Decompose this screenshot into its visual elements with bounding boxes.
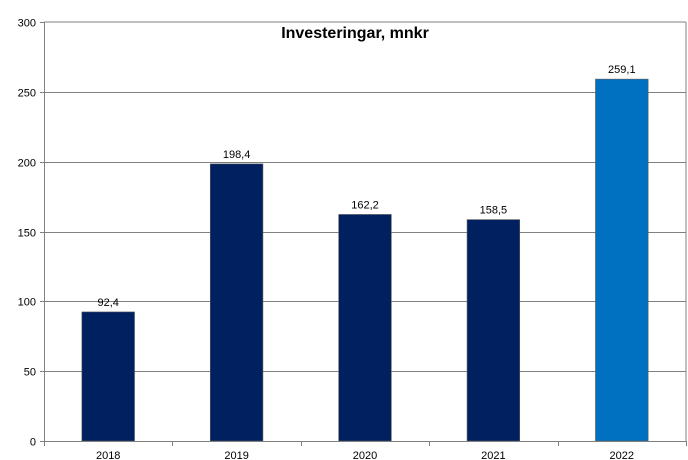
x-tick-label: 2019 <box>224 450 248 460</box>
x-tick-label: 2018 <box>96 450 120 460</box>
y-tick-label: 100 <box>18 297 36 309</box>
bar-2022 <box>595 78 649 442</box>
x-tick-label: 2020 <box>353 450 377 460</box>
bar-2021 <box>466 219 521 442</box>
y-tick-label: 250 <box>18 88 36 100</box>
bar-2020 <box>338 214 392 442</box>
bar-2019 <box>209 163 264 442</box>
data-label-2021: 158,5 <box>480 205 508 217</box>
data-label-2018: 92,4 <box>97 297 118 309</box>
y-tick-label: 50 <box>24 367 36 379</box>
bar-2018 <box>81 311 135 442</box>
y-tick-label: 300 <box>18 18 36 30</box>
bars <box>81 78 649 442</box>
data-label-2020: 162,2 <box>351 199 379 211</box>
x-tick-label: 2022 <box>610 450 634 460</box>
y-tick-label: 200 <box>18 158 36 170</box>
data-label-2022: 259,1 <box>608 64 636 76</box>
labels: 0 50 100 150 200 250 300 92,4 2018 198,4 2019 162,2… <box>18 18 636 460</box>
x-tick-label: 2021 <box>481 450 505 460</box>
chart-title: Investeringar, mnkr <box>281 25 429 42</box>
axes <box>40 22 687 446</box>
y-tick-label: 150 <box>18 228 36 240</box>
y-tick-label: 0 <box>30 437 36 449</box>
data-label-2019: 198,4 <box>223 149 251 161</box>
